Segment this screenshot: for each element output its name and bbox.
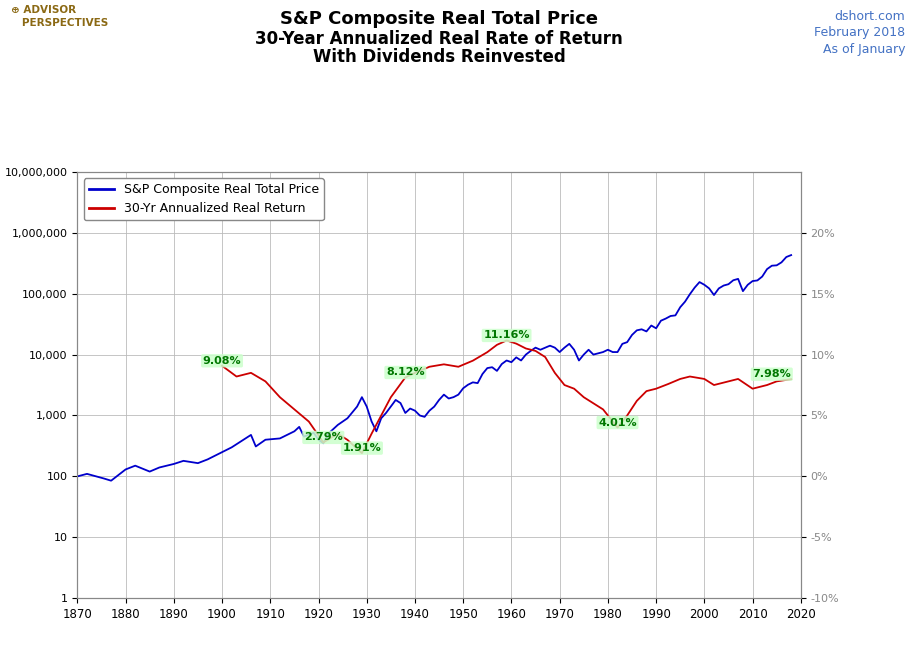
Text: 30-Year Annualized Real Rate of Return: 30-Year Annualized Real Rate of Return [255, 30, 623, 48]
Text: As of January: As of January [823, 43, 905, 56]
Text: With Dividends Reinvested: With Dividends Reinvested [313, 48, 565, 66]
Text: 7.98%: 7.98% [753, 369, 791, 379]
Text: 4.01%: 4.01% [598, 418, 637, 428]
Text: S&P Composite Real Total Price: S&P Composite Real Total Price [280, 10, 598, 28]
Text: dshort.com: dshort.com [834, 10, 905, 23]
Text: 2.79%: 2.79% [304, 432, 343, 442]
Text: February 2018: February 2018 [814, 26, 905, 40]
Text: 8.12%: 8.12% [386, 368, 425, 377]
Text: 9.08%: 9.08% [203, 356, 241, 366]
Text: ⊕ ADVISOR
   PERSPECTIVES: ⊕ ADVISOR PERSPECTIVES [11, 5, 108, 28]
Text: 11.16%: 11.16% [483, 330, 530, 340]
Legend: S&P Composite Real Total Price, 30-Yr Annualized Real Return: S&P Composite Real Total Price, 30-Yr An… [84, 178, 324, 220]
Text: 1.91%: 1.91% [342, 443, 381, 453]
